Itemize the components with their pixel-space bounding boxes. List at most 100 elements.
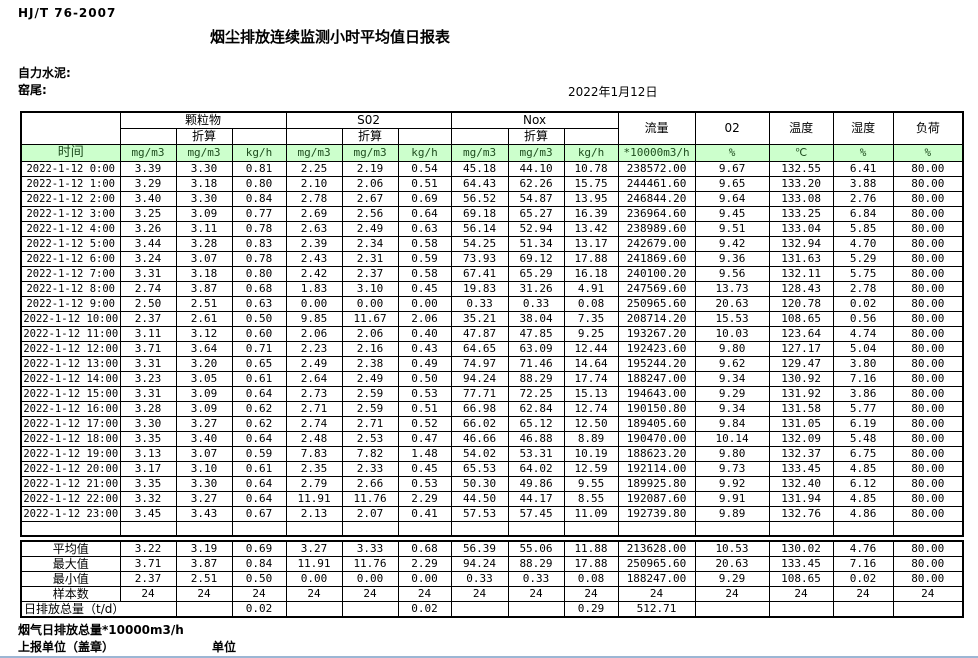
summary-value-cell: 3.33 — [341, 540, 399, 557]
value-cell: 0.08 — [563, 296, 619, 312]
value-cell: 3.26 — [119, 221, 177, 237]
summary-value-cell: 11.76 — [341, 555, 399, 572]
value-cell: 10.14 — [694, 431, 770, 447]
value-cell: 12.44 — [563, 341, 619, 357]
blank-cell — [397, 521, 452, 536]
value-cell: 0.45 — [397, 461, 452, 477]
summary-value-cell: 11.91 — [285, 555, 343, 572]
value-cell: 9.45 — [694, 206, 770, 222]
value-cell: 3.09 — [175, 206, 233, 222]
value-cell: 80.00 — [892, 386, 964, 402]
value-cell: 2.19 — [341, 161, 399, 177]
value-cell: 132.11 — [768, 266, 834, 282]
summary-value-cell: 10.53 — [694, 540, 770, 557]
summary-value-cell: 80.00 — [892, 540, 964, 557]
value-cell: 132.76 — [768, 506, 834, 522]
value-cell: 5.04 — [832, 341, 894, 357]
blank-cell — [892, 521, 964, 536]
value-cell: 246844.20 — [617, 191, 696, 207]
value-cell: 3.10 — [175, 461, 233, 477]
value-cell: 0.63 — [231, 296, 287, 312]
value-cell: 44.50 — [450, 491, 509, 507]
blank-cell — [563, 521, 619, 536]
value-cell: 3.18 — [175, 176, 233, 192]
value-cell: 9.55 — [563, 476, 619, 492]
unit-header: mg/m3 — [285, 144, 343, 162]
value-cell: 3.28 — [175, 236, 233, 252]
value-cell: 4.85 — [832, 491, 894, 507]
value-cell: 3.35 — [119, 431, 177, 447]
value-cell: 0.61 — [231, 371, 287, 387]
daily-total-value-cell — [341, 600, 399, 617]
value-cell: 49.86 — [507, 476, 565, 492]
value-cell: 11.76 — [341, 491, 399, 507]
value-cell: 2.59 — [341, 386, 399, 402]
summary-value-cell: 0.69 — [231, 540, 287, 557]
value-cell: 6.12 — [832, 476, 894, 492]
value-cell: 80.00 — [892, 461, 964, 477]
value-cell: 2.25 — [285, 161, 343, 177]
daily-total-value-cell — [175, 600, 233, 617]
value-cell: 9.73 — [694, 461, 770, 477]
value-cell: 2.56 — [341, 206, 399, 222]
value-cell: 188247.00 — [617, 371, 696, 387]
value-cell: 193267.20 — [617, 326, 696, 342]
value-cell: 2.73 — [285, 386, 343, 402]
value-cell: 130.92 — [768, 371, 834, 387]
value-cell: 2.59 — [341, 401, 399, 417]
value-cell: 80.00 — [892, 446, 964, 462]
summary-value-cell: 20.63 — [694, 555, 770, 572]
value-cell: 3.29 — [119, 176, 177, 192]
value-cell: 0.47 — [397, 431, 452, 447]
value-cell: 3.24 — [119, 251, 177, 267]
summary-value-cell: 3.71 — [119, 555, 177, 572]
value-cell: 0.78 — [231, 251, 287, 267]
value-cell: 3.28 — [119, 401, 177, 417]
value-cell: 12.50 — [563, 416, 619, 432]
time-cell: 2022-1-12 9:00 — [20, 296, 121, 312]
value-cell: 3.32 — [119, 491, 177, 507]
group-nox: Nox — [450, 111, 619, 129]
summary-row: 平均值 3.22 3.19 0.69 3.27 3.33 0.68 56.39 55.06 11.… — [20, 540, 964, 557]
value-cell: 4.91 — [563, 281, 619, 297]
value-cell: 131.94 — [768, 491, 834, 507]
summary-value-cell: 3.87 — [175, 555, 233, 572]
value-cell: 127.17 — [768, 341, 834, 357]
value-cell: 80.00 — [892, 476, 964, 492]
value-cell: 0.84 — [231, 191, 287, 207]
value-cell: 94.24 — [450, 371, 509, 387]
value-cell: 9.62 — [694, 356, 770, 372]
value-cell: 0.45 — [397, 281, 452, 297]
unit-header: % — [892, 144, 964, 162]
unit-label: 单位 — [212, 640, 237, 654]
value-cell: 2.63 — [285, 221, 343, 237]
unit-header: % — [694, 144, 770, 162]
summary-value-cell: 24 — [397, 585, 452, 602]
summary-value-cell: 0.50 — [231, 570, 287, 587]
value-cell: 2.23 — [285, 341, 343, 357]
value-cell: 123.64 — [768, 326, 834, 342]
value-cell: 0.64 — [231, 386, 287, 402]
table-row: 2022-1-12 4:00 3.26 3.11 0.78 2.63 2.49 0.63 56… — [20, 221, 964, 237]
daily-total-value-cell: 512.71 — [617, 600, 696, 617]
value-cell: 69.18 — [450, 206, 509, 222]
summary-value-cell: 24 — [450, 585, 509, 602]
value-cell: 0.62 — [231, 416, 287, 432]
time-cell: 2022-1-12 8:00 — [20, 281, 121, 297]
value-cell: 0.33 — [450, 296, 509, 312]
summary-value-cell: 0.00 — [341, 570, 399, 587]
value-cell: 2.42 — [285, 266, 343, 282]
value-cell: 80.00 — [892, 491, 964, 507]
value-cell: 2.69 — [285, 206, 343, 222]
value-cell: 80.00 — [892, 341, 964, 357]
time-cell: 2022-1-12 5:00 — [20, 236, 121, 252]
value-cell: 3.30 — [175, 476, 233, 492]
blank-cell — [285, 128, 343, 145]
summary-value-cell: 24 — [285, 585, 343, 602]
value-cell: 50.30 — [450, 476, 509, 492]
value-cell: 3.05 — [175, 371, 233, 387]
time-cell: 2022-1-12 13:00 — [20, 356, 121, 372]
table-row: 2022-1-12 3:00 3.25 3.09 0.77 2.69 2.56 0.64 69… — [20, 206, 964, 222]
col-flow: 流量 — [617, 111, 696, 145]
summary-value-cell: 0.00 — [285, 570, 343, 587]
